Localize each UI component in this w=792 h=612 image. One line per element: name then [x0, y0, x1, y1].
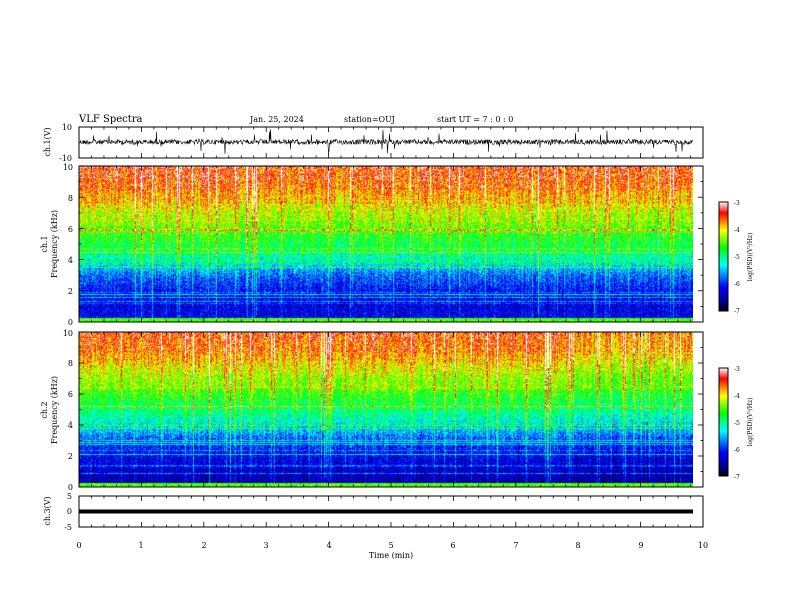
ch1-freq-tick-0: 0: [68, 318, 73, 327]
figure-title: VLF Spectra: [78, 114, 143, 125]
ch1-cb-tick-neg3: -3: [734, 200, 740, 207]
ch1-freq-tick-8: 8: [68, 194, 73, 203]
start-time-label: start UT = 7 : 0 : 0: [437, 115, 513, 124]
ch1-spectrogram-image: [79, 166, 693, 322]
ch1-cb-tick-neg7: -7: [734, 308, 740, 315]
ch2-cb-tick-neg3: -3: [734, 366, 740, 373]
date-label: Jan. 25, 2024: [249, 115, 304, 124]
time-tick-3: 3: [263, 541, 268, 550]
ch2-channel-label: ch.2: [40, 401, 49, 418]
ch1-ytick-top: 10: [62, 123, 72, 132]
ch2-cb-tick-neg5: -5: [734, 420, 740, 427]
time-tick-2: 2: [201, 541, 206, 550]
ch1-colorbar-frame: [718, 201, 729, 312]
ch2-cb-tick-neg6: -6: [734, 447, 740, 454]
ch3-waveform-line: [79, 509, 693, 514]
ch3-ytick-middle: 0: [67, 507, 72, 516]
time-tick-1: 1: [138, 541, 143, 550]
ch2-cb-tick-neg4: -4: [734, 393, 740, 400]
station-label: station=OUJ: [344, 115, 395, 124]
time-axis-label: Time (min): [369, 551, 413, 560]
ch2-colorbar: [719, 368, 728, 476]
time-tick-0: 0: [76, 541, 81, 550]
ch1-frequency-ylabel: Frequency (kHz): [50, 210, 59, 278]
ch2-frequency-ylabel: Frequency (kHz): [50, 376, 59, 444]
ch3-waveform-ylabel: ch.3(V): [43, 496, 52, 525]
ch1-freq-tick-6: 6: [68, 225, 73, 234]
ch1-freq-tick-10: 10: [63, 163, 73, 172]
ch3-ytick-top: 5: [67, 492, 72, 501]
ch1-waveform-line: [78, 129, 694, 154]
ch2-freq-tick-0: 0: [68, 483, 73, 492]
ch2-freq-tick-8: 8: [68, 359, 73, 368]
time-tick-9: 9: [638, 541, 643, 550]
ch1-freq-tick-4: 4: [68, 256, 73, 265]
ch2-spectrogram-image: [79, 332, 693, 487]
ch3-waveform-panel: 5 0 -5 ch.3(V): [43, 492, 704, 532]
ch2-freq-tick-6: 6: [68, 390, 73, 399]
ch1-freq-tick-2: 2: [68, 287, 73, 296]
ch1-waveform-ylabel: ch.1(V): [43, 127, 52, 156]
ch1-colorbar: [719, 202, 728, 311]
ch1-cb-tick-neg5: -5: [734, 254, 740, 261]
time-tick-8: 8: [575, 541, 580, 550]
ch2-freq-tick-4: 4: [68, 421, 73, 430]
ch2-freq-tick-2: 2: [68, 452, 73, 461]
ch3-ytick-bottom: -5: [64, 523, 72, 532]
time-axis: 0 1 2 3 4 5 6 7 8 9 10 Time (min): [76, 541, 708, 560]
ch2-colorbar-frame: [718, 367, 729, 477]
ch1-spectrogram-panel: 0 2 4 6 8 10 ch.1 Frequency (kHz) -3 -4 …: [40, 163, 754, 327]
axis-ticks: [78, 127, 704, 527]
ch1-waveform-panel: 10 -10 ch.1(V): [43, 123, 704, 163]
ch1-cb-tick-neg4: -4: [734, 227, 740, 234]
ch1-ytick-bottom: -10: [59, 154, 72, 163]
time-tick-6: 6: [450, 541, 455, 550]
ch2-spectrogram-panel: 0 2 4 6 8 10 ch.2 Frequency (kHz) -3 -4 …: [40, 329, 754, 492]
ch2-freq-tick-10: 10: [63, 329, 73, 338]
ch2-cb-tick-neg7: -7: [734, 474, 740, 481]
ch2-colorbar-label: log(PSD)(V²/Hz): [747, 398, 754, 447]
time-tick-4: 4: [326, 541, 331, 550]
time-tick-7: 7: [513, 541, 518, 550]
time-tick-5: 5: [388, 541, 393, 550]
ch1-channel-label: ch.1: [40, 235, 49, 252]
ch1-colorbar-label: log(PSD)(V²/Hz): [747, 233, 754, 282]
ch1-cb-tick-neg6: -6: [734, 281, 740, 288]
time-tick-10: 10: [698, 541, 708, 550]
